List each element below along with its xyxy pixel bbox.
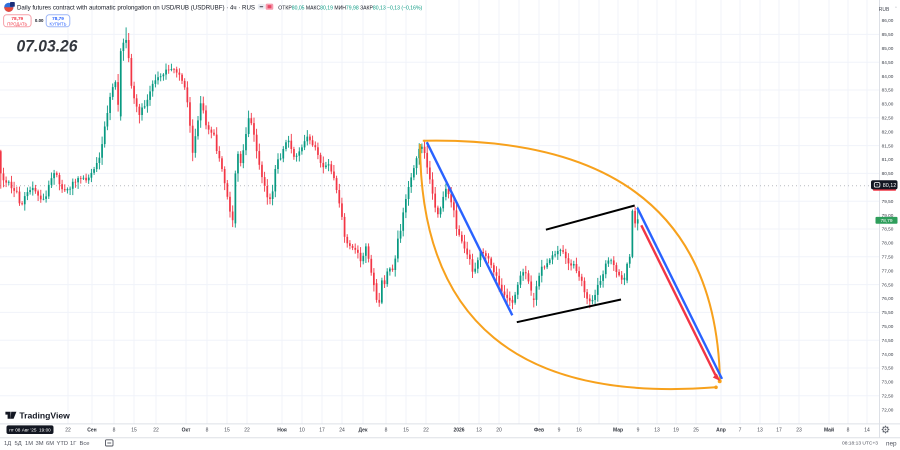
- svg-text:1М: 1М: [25, 441, 33, 447]
- svg-text:ОТКР80,05 МАКС80,19 МИН79,98 З: ОТКР80,05 МАКС80,19 МИН79,98 ЗАКР80,13 −…: [278, 5, 422, 11]
- svg-text:8: 8: [847, 427, 850, 433]
- svg-text:22: 22: [244, 427, 250, 433]
- svg-text:Дек: Дек: [359, 427, 368, 433]
- svg-text:Ноя: Ноя: [277, 427, 287, 433]
- svg-text:6М: 6М: [46, 441, 54, 447]
- svg-text:78,50: 78,50: [882, 227, 894, 232]
- svg-text:22: 22: [65, 427, 71, 433]
- svg-text:76,00: 76,00: [882, 296, 894, 301]
- svg-text:0.00: 0.00: [35, 18, 44, 23]
- svg-text:Мар: Мар: [613, 427, 623, 433]
- svg-text:75,00: 75,00: [882, 324, 894, 329]
- svg-text:78,79: 78,79: [880, 218, 892, 224]
- svg-text:22: 22: [423, 427, 429, 433]
- svg-text:78,79: 78,79: [52, 16, 64, 21]
- svg-text:3М: 3М: [36, 441, 44, 447]
- svg-text:КУПИТЬ: КУПИТЬ: [50, 21, 67, 26]
- svg-text:пер: пер: [886, 440, 897, 447]
- svg-text:74,50: 74,50: [882, 338, 894, 343]
- svg-text:17: 17: [319, 427, 325, 433]
- svg-text:ˆ: ˆ: [895, 7, 897, 13]
- svg-text:84,00: 84,00: [882, 74, 894, 79]
- svg-text:07.03.26: 07.03.26: [17, 36, 78, 55]
- svg-text:ПРОДАТЬ: ПРОДАТЬ: [7, 21, 27, 26]
- svg-text:20: 20: [496, 427, 502, 433]
- svg-text:Сен: Сен: [87, 427, 96, 433]
- svg-text:15: 15: [224, 427, 230, 433]
- svg-text:82,50: 82,50: [882, 116, 894, 121]
- svg-text:78,79: 78,79: [11, 16, 23, 21]
- svg-text:84,50: 84,50: [882, 60, 894, 65]
- svg-text:82,00: 82,00: [882, 129, 894, 134]
- svg-text:72,50: 72,50: [882, 394, 894, 399]
- svg-text:15: 15: [403, 427, 409, 433]
- svg-text:73,00: 73,00: [882, 380, 894, 385]
- svg-text:Май: Май: [824, 426, 834, 433]
- svg-text:23: 23: [796, 427, 802, 433]
- svg-text:85,00: 85,00: [882, 46, 894, 51]
- svg-text:TradingView: TradingView: [19, 411, 70, 421]
- svg-text:75,50: 75,50: [882, 310, 894, 315]
- svg-text:8: 8: [206, 427, 209, 433]
- svg-text:14: 14: [864, 427, 870, 433]
- svg-text:1Д: 1Д: [4, 441, 11, 447]
- svg-text:25: 25: [693, 427, 699, 433]
- svg-text:86,00: 86,00: [882, 18, 894, 23]
- svg-text:76,50: 76,50: [882, 282, 894, 287]
- svg-text:22: 22: [153, 427, 159, 433]
- svg-text:83,50: 83,50: [882, 88, 894, 93]
- svg-text:15: 15: [131, 427, 137, 433]
- svg-text:Фев: Фев: [534, 427, 544, 433]
- svg-text:77,50: 77,50: [882, 255, 894, 260]
- svg-text:79,50: 79,50: [882, 199, 894, 204]
- svg-text:81,00: 81,00: [882, 157, 894, 162]
- svg-text:17: 17: [776, 427, 782, 433]
- svg-text:78,00: 78,00: [882, 241, 894, 246]
- svg-text:9: 9: [637, 427, 640, 433]
- svg-text:77,00: 77,00: [882, 268, 894, 273]
- svg-text:80,50: 80,50: [882, 171, 894, 176]
- svg-text:81,50: 81,50: [882, 143, 894, 148]
- svg-text:10: 10: [299, 427, 305, 433]
- svg-text:5Д: 5Д: [15, 441, 22, 447]
- svg-text:74,00: 74,00: [882, 352, 894, 357]
- svg-text:Окт: Окт: [182, 427, 191, 433]
- svg-text:YTD: YTD: [57, 441, 69, 447]
- svg-text:13: 13: [757, 427, 763, 433]
- svg-text:24: 24: [339, 427, 345, 433]
- svg-text:72,00: 72,00: [882, 407, 894, 412]
- svg-text:08:18:13 UTC+3: 08:18:13 UTC+3: [842, 441, 878, 447]
- svg-text:2026: 2026: [453, 427, 464, 433]
- svg-text:16: 16: [576, 427, 582, 433]
- svg-text:79,00: 79,00: [882, 213, 894, 218]
- svg-text:Все: Все: [80, 441, 90, 447]
- svg-text:RUB: RUB: [879, 7, 890, 13]
- svg-text:8: 8: [385, 427, 388, 433]
- svg-text:8: 8: [113, 427, 116, 433]
- svg-text:9: 9: [558, 427, 561, 433]
- svg-text:Апр: Апр: [716, 427, 726, 433]
- svg-text:85,50: 85,50: [882, 32, 894, 37]
- svg-text:13: 13: [654, 427, 660, 433]
- svg-text:13: 13: [476, 427, 482, 433]
- svg-text:Daily futures contract with au: Daily futures contract with automatic pr…: [17, 5, 255, 12]
- svg-text:80,12: 80,12: [883, 183, 897, 189]
- svg-text:19: 19: [673, 427, 679, 433]
- svg-text:7: 7: [739, 427, 742, 433]
- svg-text:пт 08 Авг '25 19:00: пт 08 Авг '25 19:00: [9, 428, 51, 433]
- svg-text:83,00: 83,00: [882, 102, 894, 107]
- svg-text:1Г: 1Г: [70, 441, 77, 447]
- svg-text:73,50: 73,50: [882, 366, 894, 371]
